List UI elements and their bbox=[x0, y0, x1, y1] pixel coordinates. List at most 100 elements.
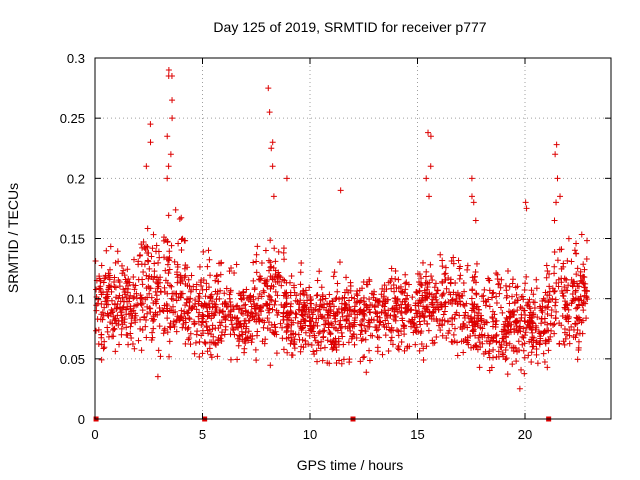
data-point bbox=[473, 343, 480, 350]
y-tick-label: 0.05 bbox=[60, 352, 85, 367]
data-point bbox=[311, 334, 318, 341]
data-point bbox=[148, 253, 155, 260]
data-point bbox=[269, 276, 276, 283]
data-point bbox=[439, 291, 446, 298]
data-point bbox=[195, 318, 202, 325]
data-point bbox=[138, 241, 145, 248]
data-point bbox=[340, 356, 347, 363]
data-point bbox=[314, 277, 321, 284]
y-tick-label: 0.2 bbox=[67, 171, 85, 186]
data-point bbox=[235, 324, 242, 331]
data-point bbox=[412, 307, 419, 314]
data-point bbox=[441, 300, 448, 307]
data-point bbox=[216, 310, 223, 317]
data-point bbox=[443, 334, 450, 341]
data-point bbox=[321, 315, 328, 322]
data-point bbox=[573, 280, 580, 287]
data-point bbox=[328, 320, 335, 327]
data-point bbox=[357, 358, 364, 365]
data-point bbox=[201, 339, 208, 346]
data-point bbox=[256, 306, 263, 313]
data-point bbox=[343, 274, 350, 281]
data-point bbox=[289, 352, 296, 359]
data-point bbox=[146, 305, 153, 312]
data-point bbox=[194, 328, 201, 335]
data-point bbox=[313, 347, 320, 354]
data-point bbox=[509, 293, 516, 300]
data-point bbox=[357, 306, 364, 313]
data-point bbox=[321, 321, 328, 328]
data-point bbox=[108, 306, 115, 313]
data-point bbox=[402, 280, 409, 287]
data-point bbox=[334, 288, 341, 295]
data-point bbox=[441, 271, 448, 278]
data-point bbox=[112, 317, 119, 324]
data-point bbox=[327, 330, 334, 337]
data-point bbox=[160, 307, 167, 314]
data-point bbox=[378, 309, 385, 316]
data-point bbox=[431, 284, 438, 291]
data-point bbox=[108, 288, 115, 295]
data-point bbox=[233, 315, 240, 322]
data-point bbox=[334, 280, 341, 287]
data-point bbox=[117, 305, 124, 312]
data-point bbox=[382, 332, 389, 339]
data-point bbox=[316, 306, 323, 313]
data-point bbox=[446, 327, 453, 334]
data-point bbox=[231, 331, 238, 338]
data-point bbox=[572, 321, 579, 328]
data-point bbox=[428, 291, 435, 298]
data-point bbox=[507, 313, 514, 320]
data-point bbox=[535, 328, 542, 335]
data-point bbox=[526, 312, 533, 319]
data-point bbox=[135, 258, 142, 265]
peak-data-point bbox=[523, 205, 530, 212]
data-point bbox=[212, 277, 219, 284]
data-point bbox=[534, 314, 541, 321]
data-point bbox=[582, 280, 589, 287]
data-point bbox=[495, 348, 502, 355]
data-point bbox=[540, 350, 547, 357]
data-point bbox=[474, 303, 481, 310]
data-point bbox=[581, 266, 588, 273]
data-point bbox=[271, 245, 278, 252]
data-point bbox=[403, 304, 410, 311]
data-point bbox=[497, 284, 504, 291]
data-point bbox=[411, 314, 418, 321]
x-tick-label: 10 bbox=[303, 427, 317, 442]
data-point bbox=[297, 281, 304, 288]
data-point bbox=[130, 295, 137, 302]
data-point bbox=[187, 341, 194, 348]
data-point bbox=[223, 301, 229, 308]
data-point bbox=[410, 329, 417, 336]
data-point bbox=[381, 307, 388, 314]
data-point bbox=[510, 344, 517, 351]
peak-data-point bbox=[551, 217, 558, 224]
data-point bbox=[169, 296, 176, 303]
data-point bbox=[503, 355, 510, 362]
data-point bbox=[123, 294, 130, 301]
data-point bbox=[165, 270, 172, 277]
data-point bbox=[269, 306, 276, 313]
data-point bbox=[561, 275, 568, 282]
data-point bbox=[307, 317, 314, 324]
data-point bbox=[226, 268, 233, 275]
data-point bbox=[429, 276, 436, 283]
data-point bbox=[564, 287, 571, 294]
data-point bbox=[137, 325, 144, 332]
data-point bbox=[218, 319, 225, 326]
data-point bbox=[238, 296, 245, 303]
data-point bbox=[146, 273, 153, 280]
data-point bbox=[537, 305, 544, 312]
data-point bbox=[394, 296, 401, 303]
data-point bbox=[512, 318, 519, 325]
data-point bbox=[178, 236, 185, 243]
data-point bbox=[166, 248, 173, 255]
data-point bbox=[238, 292, 245, 299]
data-point bbox=[376, 298, 383, 305]
peak-data-point bbox=[522, 199, 529, 206]
data-point bbox=[198, 321, 205, 328]
data-point bbox=[277, 320, 284, 327]
data-point bbox=[437, 251, 444, 258]
y-tick-label: 0.3 bbox=[67, 51, 85, 66]
